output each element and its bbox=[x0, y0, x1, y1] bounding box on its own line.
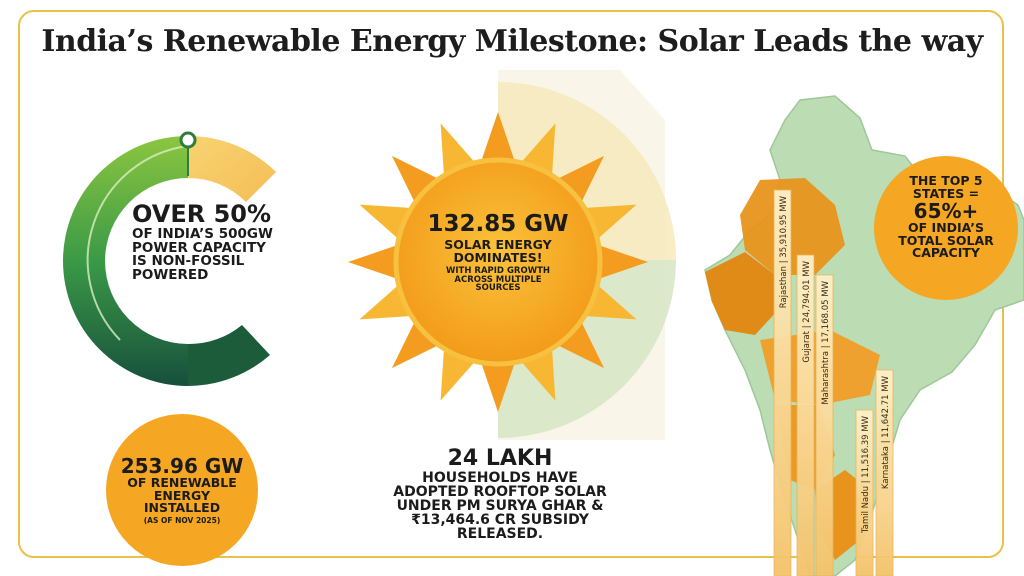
renewable-line-3: INSTALLED bbox=[143, 500, 221, 515]
rooftop-line-1: HOUSEHOLDS HAVE bbox=[422, 470, 578, 486]
state-bar-label: Rajasthan | 35,910.95 MW bbox=[779, 195, 789, 308]
state-bar-label: Tamil Nadu | 11,516.39 MW bbox=[861, 415, 871, 534]
gauge-warm-arc bbox=[188, 135, 276, 202]
state-bar-label: Gujarat | 24,794.01 MW bbox=[802, 260, 812, 362]
state-bar-label: Maharashtra | 17,168.05 MW bbox=[821, 280, 831, 404]
top-states-line-3: OF INDIA’S bbox=[908, 220, 984, 235]
sun-ray bbox=[555, 319, 605, 369]
rooftop-line-3: UNDER PM SURYA GHAR & bbox=[396, 498, 604, 514]
state-bar-label: Karnataka | 11,642.71 MW bbox=[881, 375, 891, 489]
sun-ray bbox=[555, 155, 605, 205]
sun-line-4: ACROSS MULTIPLE bbox=[454, 274, 542, 285]
rooftop-headline: 24 LAKH bbox=[447, 446, 553, 471]
rooftop-line-4: ₹13,464.6 CR SUBSIDY bbox=[411, 512, 589, 528]
sun-line-5: SOURCES bbox=[475, 283, 521, 294]
gauge-line-2: POWER CAPACITY bbox=[132, 239, 266, 256]
sun-ray bbox=[480, 112, 516, 164]
state-bar bbox=[855, 409, 874, 576]
sun-line-1: SOLAR ENERGY bbox=[444, 237, 552, 253]
sun-disc bbox=[393, 157, 603, 367]
top-states-badge-text: THE TOP 5 STATES = 65%+ OF INDIA’S TOTAL… bbox=[886, 173, 1006, 260]
top-states-headline: 65%+ bbox=[913, 199, 979, 223]
gauge-text: OVER 50% OF INDIA’S 500GW POWER CAPACITY… bbox=[132, 202, 332, 282]
renewable-line-1: OF RENEWABLE bbox=[127, 475, 237, 490]
sun-ray bbox=[391, 155, 441, 205]
gauge-line-4: POWERED bbox=[132, 266, 209, 283]
top-states-line-5: CAPACITY bbox=[912, 245, 980, 260]
renewable-badge-circle bbox=[106, 414, 258, 566]
state-bar-chart: Rajasthan | 35,910.95 MW Gujarat | 24,794… bbox=[773, 189, 894, 576]
sun-ray bbox=[480, 360, 516, 412]
sun-ray bbox=[391, 319, 441, 369]
sun-text: 132.85 GW SOLAR ENERGY DOMINATES! WITH R… bbox=[408, 211, 588, 294]
rooftop-text: 24 LAKH HOUSEHOLDS HAVE ADOPTED ROOFTOP … bbox=[382, 446, 618, 542]
state-bar bbox=[875, 369, 894, 576]
renewable-badge-text: 253.96 GW OF RENEWABLE ENERGY INSTALLED … bbox=[106, 456, 258, 524]
rooftop-line-5: RELEASED. bbox=[456, 526, 544, 542]
renewable-note: (AS OF NOV 2025) bbox=[143, 515, 221, 525]
sun-line-2: DOMINATES! bbox=[453, 250, 543, 266]
top-states-badge-circle bbox=[874, 156, 1018, 300]
state-bar bbox=[796, 254, 815, 576]
gauge-highlight-line bbox=[86, 145, 189, 341]
gauge-chart bbox=[63, 131, 276, 386]
renewable-headline: 253.96 GW bbox=[120, 454, 244, 478]
map-rajasthan bbox=[740, 178, 845, 275]
sun-ray bbox=[596, 244, 648, 280]
top-states-line-1: THE TOP 5 bbox=[909, 173, 983, 188]
sun-line-3: WITH RAPID GROWTH bbox=[446, 265, 550, 276]
page-title: India’s Renewable Energy Milestone: Sola… bbox=[41, 24, 983, 59]
gauge-line-1: OF INDIA’S 500GW bbox=[132, 226, 273, 242]
gauge-headline: OVER 50% bbox=[132, 200, 272, 228]
state-bar bbox=[815, 274, 834, 576]
gauge-green-arc bbox=[63, 136, 188, 386]
sun-rays bbox=[348, 112, 648, 412]
sun-ray bbox=[348, 244, 400, 280]
renewable-line-2: ENERGY bbox=[153, 487, 211, 503]
gauge-line-3: IS NON-FOSSIL bbox=[132, 253, 245, 269]
map-gujarat bbox=[705, 252, 778, 335]
state-bar bbox=[773, 189, 792, 576]
rooftop-line-2: ADOPTED ROOFTOP SOLAR bbox=[393, 484, 607, 500]
top-states-line-2: STATES = bbox=[912, 185, 980, 201]
gauge-lower-arc bbox=[188, 325, 270, 386]
gauge-needle-knob bbox=[179, 131, 197, 149]
sun-headline: 132.85 GW bbox=[427, 211, 569, 237]
top-states-line-4: TOTAL SOLAR bbox=[898, 232, 994, 248]
